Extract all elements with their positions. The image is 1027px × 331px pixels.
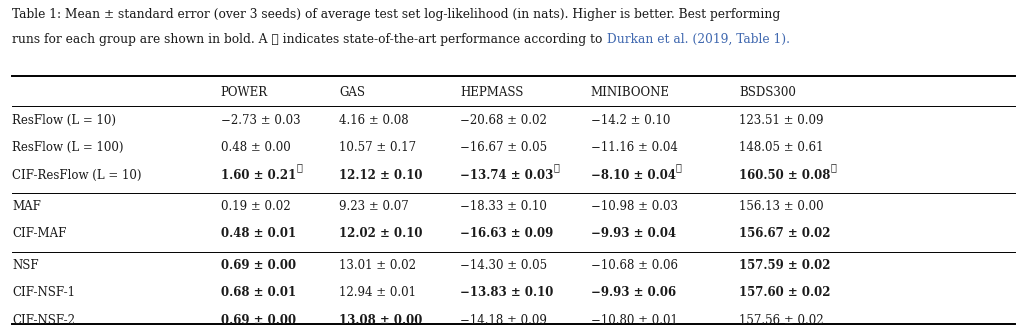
Text: ⋆: ⋆ <box>554 163 560 172</box>
Text: 0.48 ± 0.01: 0.48 ± 0.01 <box>221 227 296 240</box>
Text: NSF: NSF <box>12 259 39 272</box>
Text: 0.48 ± 0.00: 0.48 ± 0.00 <box>221 141 291 154</box>
Text: −10.98 ± 0.03: −10.98 ± 0.03 <box>591 200 678 213</box>
Text: −13.74 ± 0.03: −13.74 ± 0.03 <box>460 168 554 181</box>
Text: −9.93 ± 0.04: −9.93 ± 0.04 <box>591 227 676 240</box>
Text: 157.60 ± 0.02: 157.60 ± 0.02 <box>739 286 831 299</box>
Text: CIF-NSF-2: CIF-NSF-2 <box>12 314 75 327</box>
Text: 0.69 ± 0.00: 0.69 ± 0.00 <box>221 259 296 272</box>
Text: BSDS300: BSDS300 <box>739 86 796 99</box>
Text: 160.50 ± 0.08: 160.50 ± 0.08 <box>739 168 831 181</box>
Text: −9.93 ± 0.06: −9.93 ± 0.06 <box>591 286 676 299</box>
Text: CIF-NSF-1: CIF-NSF-1 <box>12 286 75 299</box>
Text: −2.73 ± 0.03: −2.73 ± 0.03 <box>221 114 301 126</box>
Text: 12.02 ± 0.10: 12.02 ± 0.10 <box>339 227 422 240</box>
Text: −14.18 ± 0.09: −14.18 ± 0.09 <box>460 314 547 327</box>
Text: 4.16 ± 0.08: 4.16 ± 0.08 <box>339 114 409 126</box>
Text: MAF: MAF <box>12 200 41 213</box>
Text: 157.56 ± 0.02: 157.56 ± 0.02 <box>739 314 824 327</box>
Text: Table 1: Mean ± standard error (over 3 seeds) of average test set log-likelihood: Table 1: Mean ± standard error (over 3 s… <box>12 8 781 21</box>
Text: 9.23 ± 0.07: 9.23 ± 0.07 <box>339 200 409 213</box>
Text: 13.01 ± 0.02: 13.01 ± 0.02 <box>339 259 416 272</box>
Text: 10.57 ± 0.17: 10.57 ± 0.17 <box>339 141 416 154</box>
Text: −16.67 ± 0.05: −16.67 ± 0.05 <box>460 141 547 154</box>
Text: ⋆: ⋆ <box>676 163 681 172</box>
Text: GAS: GAS <box>339 86 365 99</box>
Text: −10.80 ± 0.01: −10.80 ± 0.01 <box>591 314 678 327</box>
Text: 0.19 ± 0.02: 0.19 ± 0.02 <box>221 200 291 213</box>
Text: 156.13 ± 0.00: 156.13 ± 0.00 <box>739 200 824 213</box>
Text: 1.60 ± 0.21: 1.60 ± 0.21 <box>221 168 296 181</box>
Text: ⋆: ⋆ <box>296 163 302 172</box>
Text: 0.68 ± 0.01: 0.68 ± 0.01 <box>221 286 296 299</box>
Text: −14.30 ± 0.05: −14.30 ± 0.05 <box>460 259 547 272</box>
Text: 157.59 ± 0.02: 157.59 ± 0.02 <box>739 259 831 272</box>
Text: CIF-ResFlow (L = 10): CIF-ResFlow (L = 10) <box>12 168 142 181</box>
Text: MINIBOONE: MINIBOONE <box>591 86 670 99</box>
Text: ResFlow (L = 100): ResFlow (L = 100) <box>12 141 124 154</box>
Text: 148.05 ± 0.61: 148.05 ± 0.61 <box>739 141 824 154</box>
Text: 0.69 ± 0.00: 0.69 ± 0.00 <box>221 314 296 327</box>
Text: −16.63 ± 0.09: −16.63 ± 0.09 <box>460 227 554 240</box>
Text: −13.83 ± 0.10: −13.83 ± 0.10 <box>460 286 554 299</box>
Text: 123.51 ± 0.09: 123.51 ± 0.09 <box>739 114 824 126</box>
Text: −10.68 ± 0.06: −10.68 ± 0.06 <box>591 259 678 272</box>
Text: runs for each group are shown in bold. A ⋆ indicates state-of-the-art performanc: runs for each group are shown in bold. A… <box>12 33 607 46</box>
Text: Durkan et al. (2019, Table 1).: Durkan et al. (2019, Table 1). <box>607 33 790 46</box>
Text: CIF-MAF: CIF-MAF <box>12 227 67 240</box>
Text: HEPMASS: HEPMASS <box>460 86 524 99</box>
Text: 156.67 ± 0.02: 156.67 ± 0.02 <box>739 227 831 240</box>
Text: 12.94 ± 0.01: 12.94 ± 0.01 <box>339 286 416 299</box>
Text: 13.08 ± 0.00: 13.08 ± 0.00 <box>339 314 422 327</box>
Text: 12.12 ± 0.10: 12.12 ± 0.10 <box>339 168 422 181</box>
Text: POWER: POWER <box>221 86 268 99</box>
Text: −11.16 ± 0.04: −11.16 ± 0.04 <box>591 141 678 154</box>
Text: −20.68 ± 0.02: −20.68 ± 0.02 <box>460 114 547 126</box>
Text: −18.33 ± 0.10: −18.33 ± 0.10 <box>460 200 547 213</box>
Text: −14.2 ± 0.10: −14.2 ± 0.10 <box>591 114 670 126</box>
Text: ResFlow (L = 10): ResFlow (L = 10) <box>12 114 116 126</box>
Text: −8.10 ± 0.04: −8.10 ± 0.04 <box>591 168 676 181</box>
Text: ⋆: ⋆ <box>831 163 837 172</box>
